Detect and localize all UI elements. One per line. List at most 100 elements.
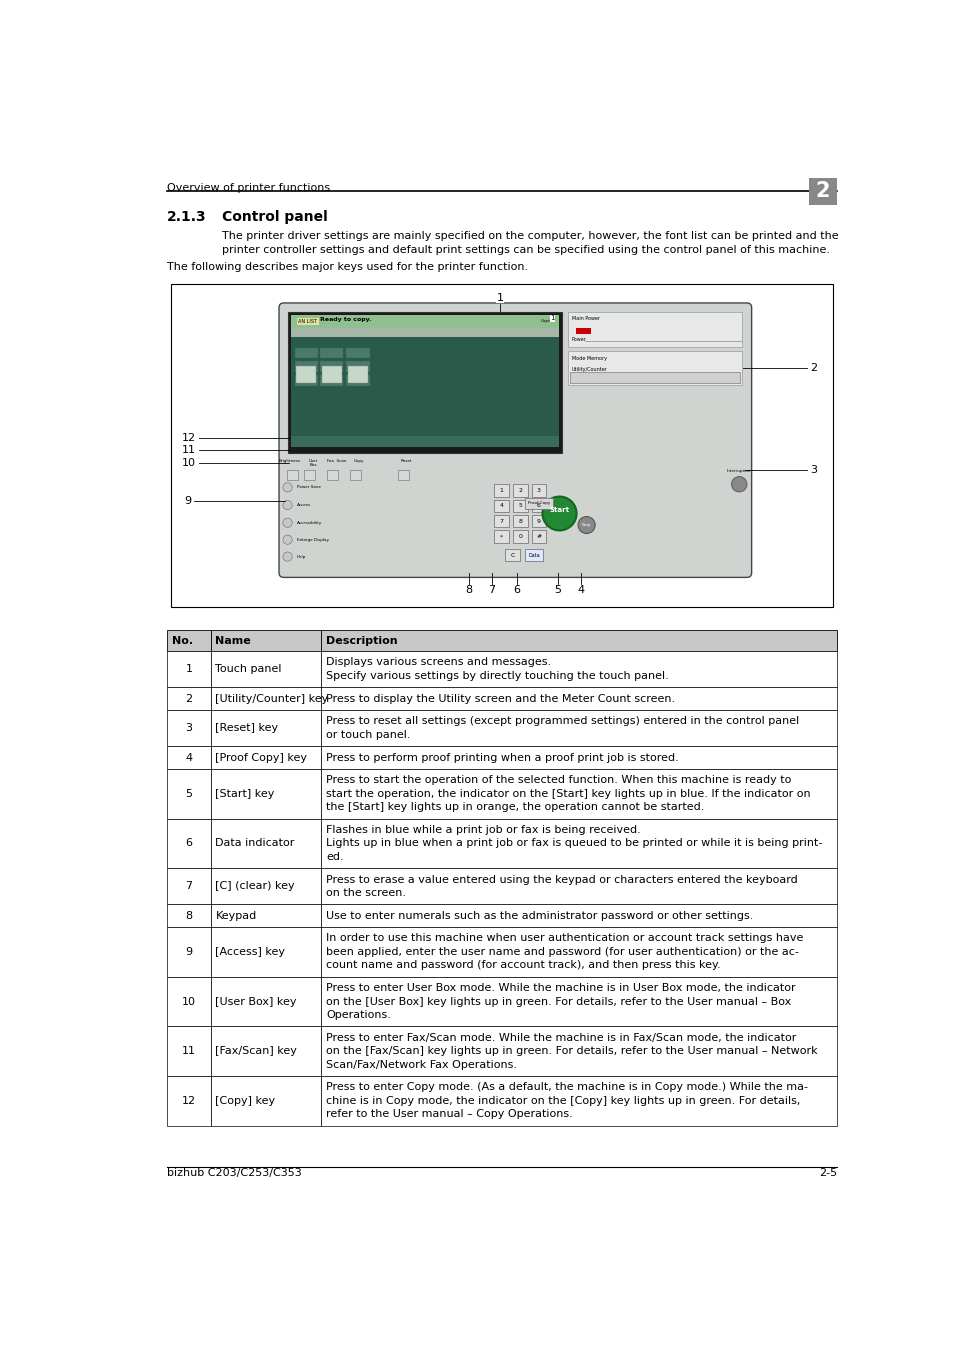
Text: Scan/Fax/Network Fax Operations.: Scan/Fax/Network Fax Operations. <box>326 1059 517 1070</box>
Text: 9: 9 <box>185 496 192 507</box>
Text: Keypad: Keypad <box>215 911 256 921</box>
Bar <box>575 327 591 334</box>
Bar <box>321 711 836 746</box>
Bar <box>321 631 836 651</box>
Bar <box>167 904 211 927</box>
Bar <box>346 376 370 386</box>
Text: *: * <box>499 534 503 539</box>
Text: 2: 2 <box>185 693 193 704</box>
Bar <box>295 366 315 384</box>
Text: 12: 12 <box>182 434 195 443</box>
Text: Accessibility: Accessibility <box>296 520 322 524</box>
Text: on the [Fax/Scan] key lights up in green. For details, refer to the User manual : on the [Fax/Scan] key lights up in green… <box>326 1046 817 1056</box>
Bar <box>525 549 542 561</box>
Text: Stop: Stop <box>581 523 591 527</box>
Bar <box>211 1027 321 1077</box>
Text: been applied, enter the user name and password (for user authentication) or the : been applied, enter the user name and pa… <box>326 947 798 957</box>
Text: Touch panel: Touch panel <box>215 665 282 674</box>
Circle shape <box>283 535 292 544</box>
Bar <box>346 362 370 373</box>
Bar <box>321 688 836 711</box>
Text: 9: 9 <box>537 519 540 524</box>
Text: 5: 5 <box>186 789 193 798</box>
Text: The following describes major keys used for the printer function.: The following describes major keys used … <box>167 262 528 272</box>
Bar <box>291 436 558 447</box>
Bar <box>167 1027 211 1077</box>
Bar <box>167 1077 211 1125</box>
Bar <box>291 336 558 447</box>
Text: 12: 12 <box>182 1096 196 1106</box>
Bar <box>531 484 546 497</box>
Bar <box>348 366 368 384</box>
Bar <box>167 651 211 688</box>
Circle shape <box>283 482 292 492</box>
Text: User
Box: User Box <box>308 459 317 467</box>
Bar <box>321 366 341 384</box>
Text: 7: 7 <box>185 881 193 892</box>
Bar <box>320 347 343 358</box>
Text: Specify various settings by directly touching the touch panel.: Specify various settings by directly tou… <box>326 671 668 681</box>
Text: Help: Help <box>296 555 306 558</box>
Text: C: C <box>510 553 515 558</box>
Text: Copy: Copy <box>354 459 364 463</box>
Bar <box>167 819 211 869</box>
Bar <box>513 515 527 527</box>
Bar <box>167 711 211 746</box>
Text: Flashes in blue while a print job or fax is being received.: Flashes in blue while a print job or fax… <box>326 825 640 835</box>
Text: 2: 2 <box>815 181 829 201</box>
Text: 6: 6 <box>537 504 540 508</box>
Text: Description: Description <box>326 636 397 646</box>
Bar <box>321 1077 836 1125</box>
Bar <box>567 351 741 385</box>
Text: Operations.: Operations. <box>326 1011 391 1020</box>
Bar <box>513 531 527 543</box>
Text: 9: 9 <box>185 947 193 957</box>
Bar <box>167 631 211 651</box>
Bar <box>320 362 343 373</box>
Bar <box>211 769 321 819</box>
Text: Proof Copy: Proof Copy <box>528 501 550 505</box>
Text: on the screen.: on the screen. <box>326 888 406 898</box>
Bar <box>525 499 553 509</box>
Text: Utility/Counter: Utility/Counter <box>571 367 607 373</box>
Text: Press to start the operation of the selected function. When this machine is read: Press to start the operation of the sele… <box>326 775 790 785</box>
Text: Access: Access <box>296 503 311 507</box>
Text: [Utility/Counter] key: [Utility/Counter] key <box>215 693 329 704</box>
Text: 4: 4 <box>185 753 193 762</box>
Bar <box>321 769 836 819</box>
Text: 8: 8 <box>465 585 472 596</box>
Text: [Proof Copy] key: [Proof Copy] key <box>215 753 307 762</box>
Bar <box>321 819 836 869</box>
Text: or touch panel.: or touch panel. <box>326 730 410 740</box>
Circle shape <box>578 516 595 534</box>
Bar <box>494 531 509 543</box>
Text: 2-5: 2-5 <box>818 1167 836 1178</box>
Bar <box>321 1027 836 1077</box>
Text: #: # <box>536 534 541 539</box>
Text: 10: 10 <box>182 458 195 467</box>
Bar <box>494 515 509 527</box>
Text: Press to reset all settings (except programmed settings) entered in the control : Press to reset all settings (except prog… <box>326 716 799 727</box>
Text: [Access] key: [Access] key <box>215 947 285 957</box>
Text: 1: 1 <box>499 488 503 493</box>
Text: 2.1.3: 2.1.3 <box>167 209 207 224</box>
Bar <box>167 746 211 769</box>
Text: Copies: Copies <box>540 319 554 323</box>
Bar <box>327 470 337 480</box>
Bar <box>294 347 317 358</box>
Bar <box>291 327 558 336</box>
Bar <box>505 549 519 561</box>
Text: 6: 6 <box>513 585 519 596</box>
Bar <box>167 688 211 711</box>
Text: bizhub C203/C253/C353: bizhub C203/C253/C353 <box>167 1167 302 1178</box>
Circle shape <box>283 519 292 527</box>
Bar <box>294 362 317 373</box>
Text: 7: 7 <box>488 585 496 596</box>
Bar <box>346 347 370 358</box>
Text: 6: 6 <box>186 839 193 848</box>
Bar <box>321 746 836 769</box>
Bar <box>320 376 343 386</box>
Bar <box>513 500 527 512</box>
Text: Press to perform proof printing when a proof print job is stored.: Press to perform proof printing when a p… <box>326 753 678 762</box>
Text: Data indicator: Data indicator <box>215 839 294 848</box>
